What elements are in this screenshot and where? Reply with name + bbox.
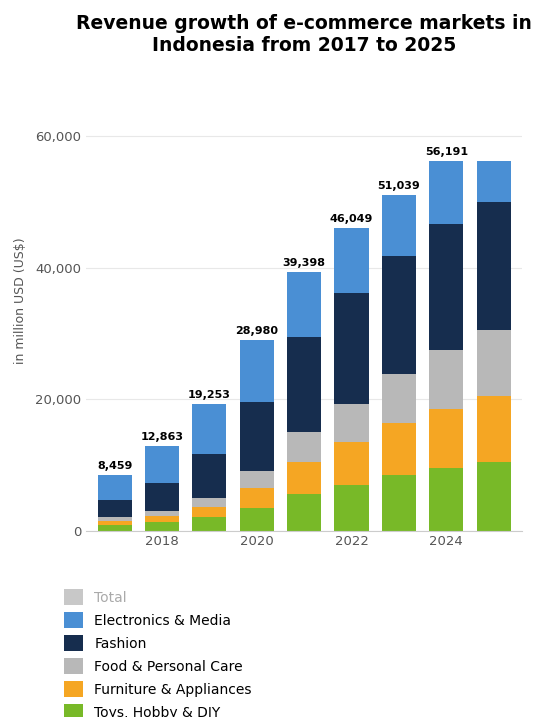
Bar	[429, 224, 463, 350]
Bar	[382, 424, 416, 475]
Bar	[240, 488, 274, 508]
Bar	[429, 468, 463, 531]
Bar	[145, 516, 179, 522]
Bar	[240, 471, 274, 488]
Bar	[287, 432, 321, 462]
Bar	[240, 402, 274, 471]
Y-axis label: in million USD (US$): in million USD (US$)	[14, 237, 27, 364]
Text: 56,191: 56,191	[425, 147, 468, 157]
Title: Revenue growth of e-commerce markets in
Indonesia from 2017 to 2025: Revenue growth of e-commerce markets in …	[76, 14, 532, 55]
Bar	[429, 350, 463, 409]
Bar	[145, 483, 179, 511]
Bar	[240, 508, 274, 531]
Legend: Total, Electronics & Media, Fashion, Food & Personal Care, Furniture & Appliance: Total, Electronics & Media, Fashion, Foo…	[58, 584, 257, 717]
Bar	[192, 404, 226, 454]
Text: 51,039: 51,039	[377, 181, 420, 191]
Bar	[477, 396, 511, 462]
Bar	[382, 374, 416, 424]
Bar	[98, 525, 132, 531]
Text: 39,398: 39,398	[282, 257, 326, 267]
Text: 19,253: 19,253	[188, 390, 231, 400]
Bar	[334, 442, 369, 485]
Bar	[145, 446, 179, 483]
Text: 46,049: 46,049	[330, 214, 373, 224]
Bar	[429, 161, 463, 224]
Bar	[334, 485, 369, 531]
Bar	[477, 201, 511, 330]
Bar	[98, 521, 132, 525]
Bar	[287, 495, 321, 531]
Bar	[334, 293, 369, 404]
Bar	[287, 336, 321, 432]
Bar	[145, 522, 179, 531]
Bar	[429, 409, 463, 468]
Bar	[287, 272, 321, 336]
Bar	[334, 404, 369, 442]
Text: 28,980: 28,980	[235, 326, 278, 336]
Text: 8,459: 8,459	[97, 461, 132, 471]
Bar	[98, 518, 132, 521]
Bar	[382, 195, 416, 256]
Bar	[98, 500, 132, 518]
Bar	[382, 475, 416, 531]
Bar	[145, 511, 179, 516]
Bar	[98, 475, 132, 500]
Bar	[477, 161, 511, 201]
Bar	[240, 340, 274, 402]
Bar	[477, 462, 511, 531]
Bar	[192, 507, 226, 518]
Bar	[192, 518, 226, 531]
Bar	[192, 454, 226, 498]
Bar	[382, 256, 416, 374]
Bar	[287, 462, 321, 495]
Bar	[192, 498, 226, 507]
Text: 12,863: 12,863	[140, 432, 183, 442]
Bar	[334, 228, 369, 293]
Bar	[477, 330, 511, 396]
